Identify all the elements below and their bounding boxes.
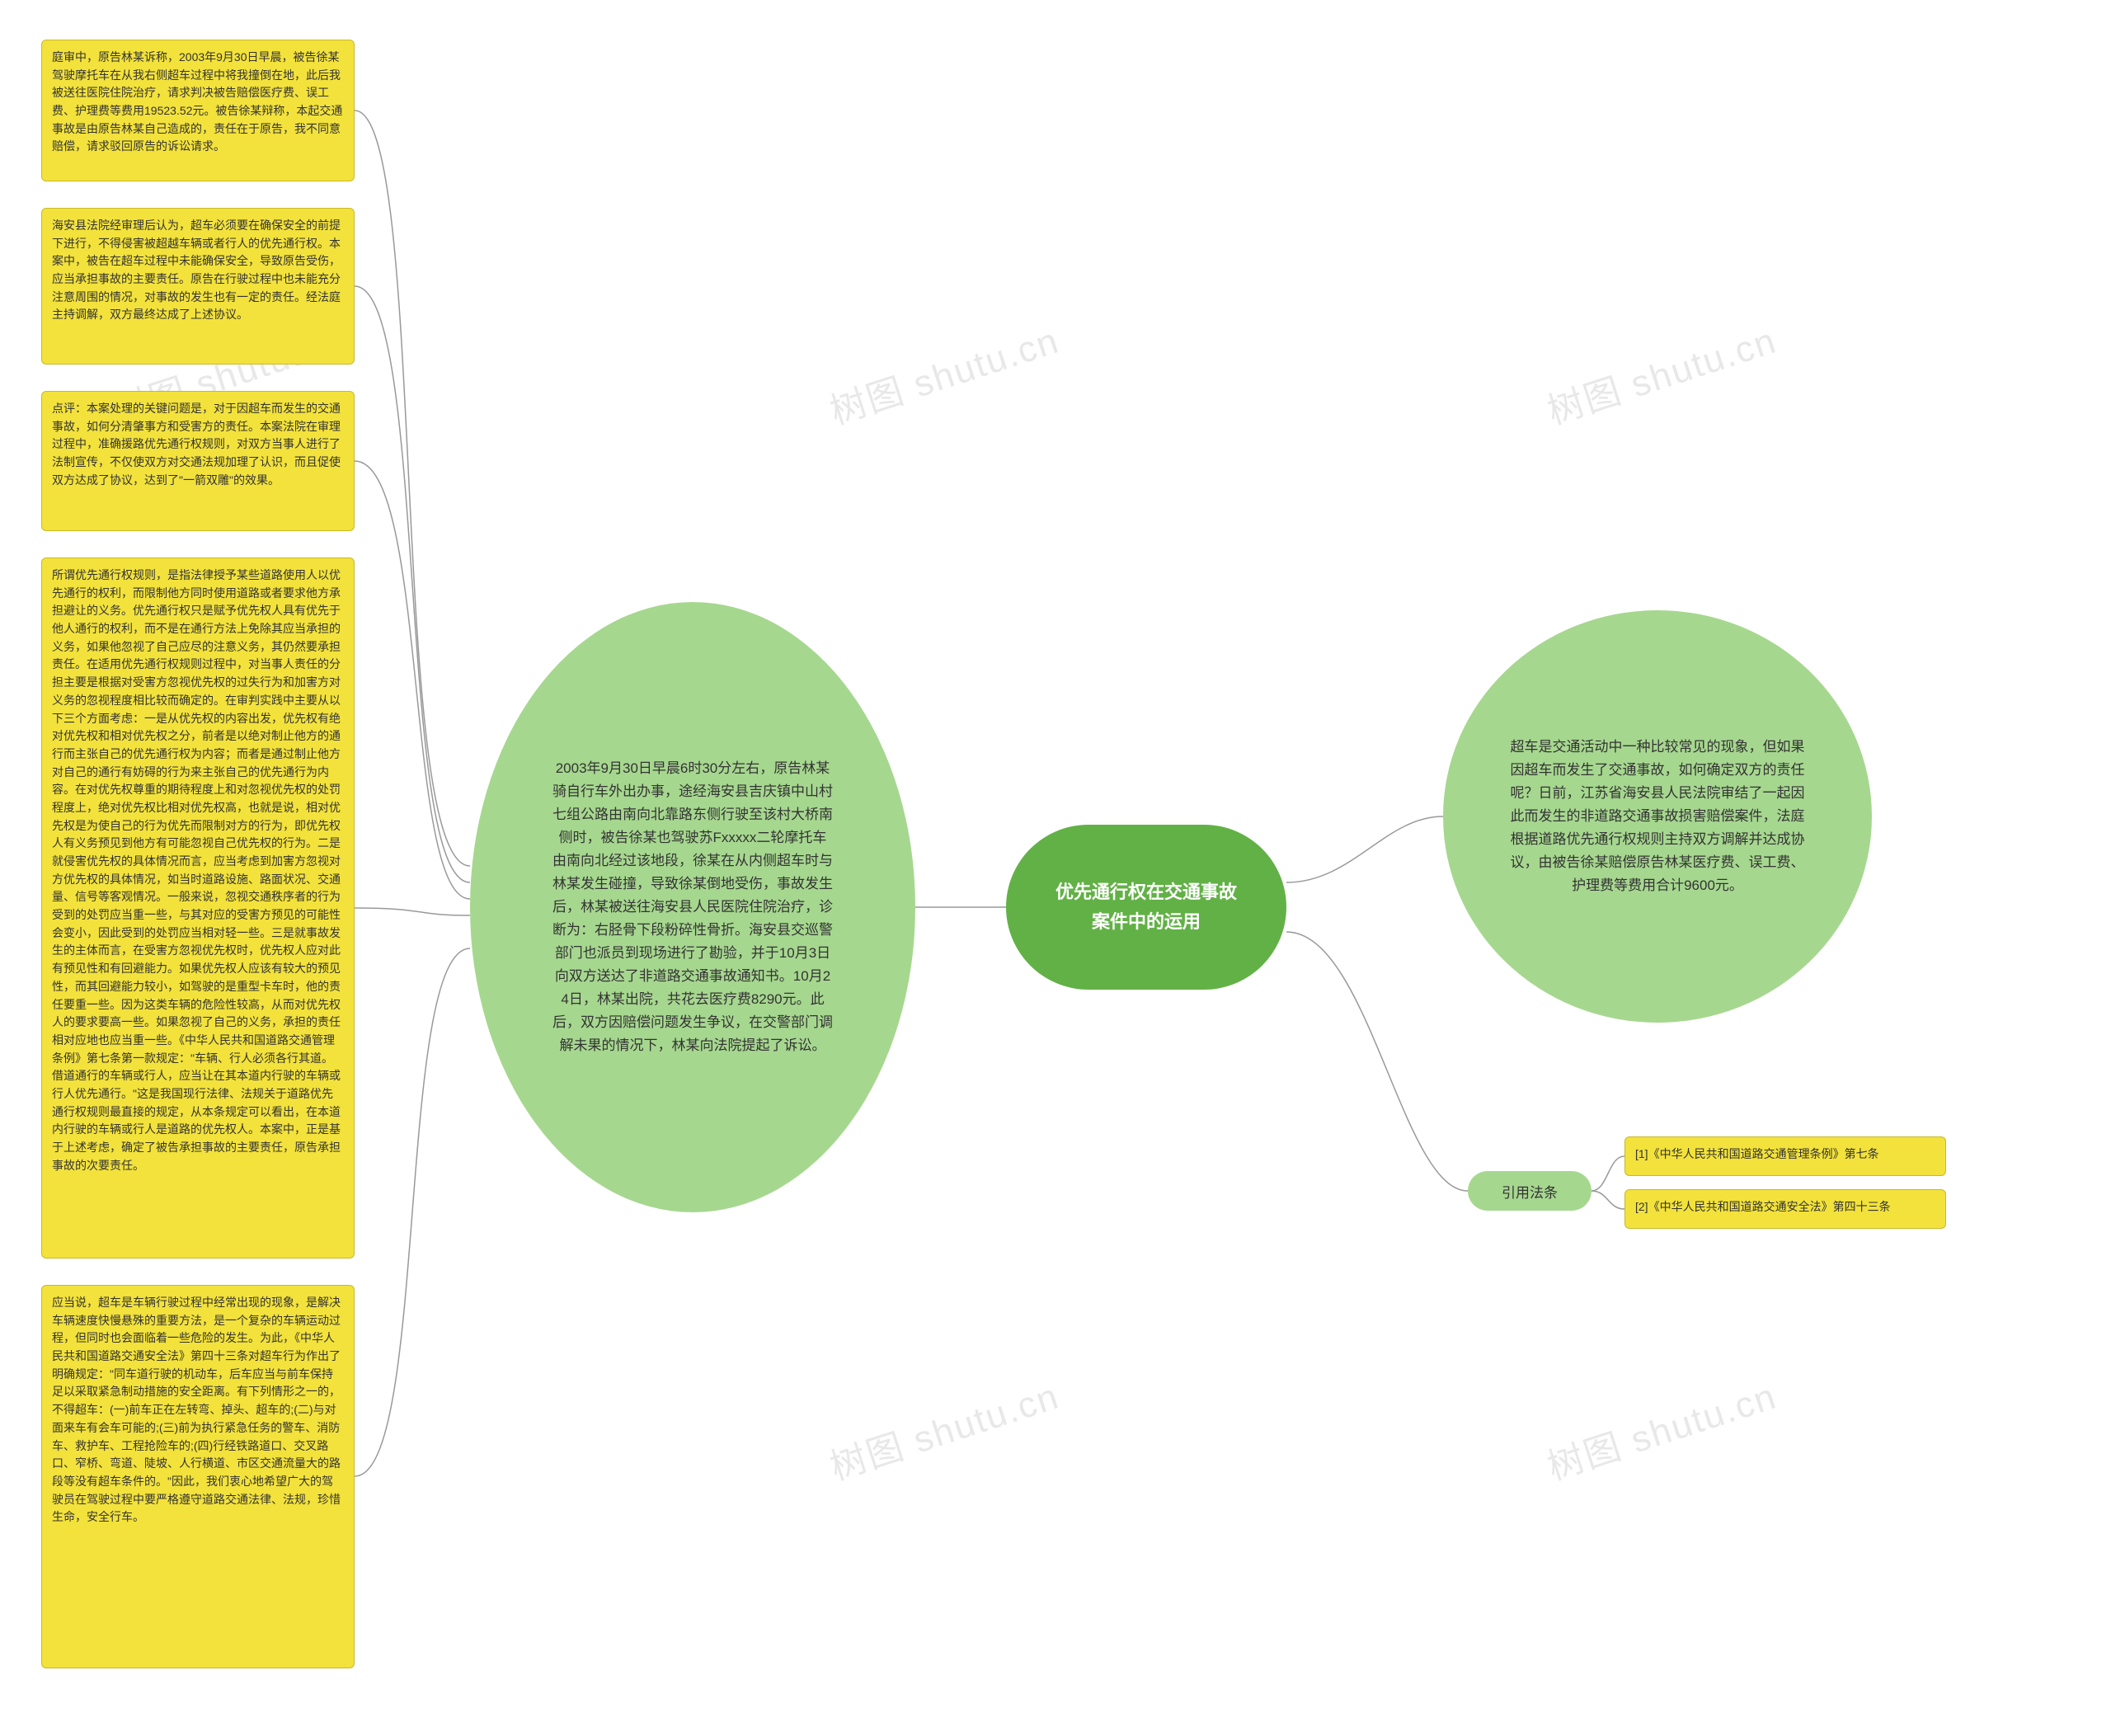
watermark: 树图 shutu.cn xyxy=(822,311,1065,435)
connector xyxy=(355,908,470,915)
cite-pill[interactable]: 引用法条 xyxy=(1468,1171,1591,1211)
leaf-l4[interactable]: 所谓优先通行权规则，是指法律授予某些道路使用人以优先通行的权利，而限制他方同时使… xyxy=(41,557,355,1258)
watermark: 树图 shutu.cn xyxy=(1540,311,1782,435)
connector xyxy=(355,461,470,899)
branch-left-main[interactable]: 2003年9月30日早晨6时30分左右，原告林某骑自行车外出办事，途经海安县吉庆… xyxy=(470,602,915,1212)
leaf-l1[interactable]: 庭审中，原告林某诉称，2003年9月30日早晨，被告徐某驾驶摩托车在从我右侧超车… xyxy=(41,40,355,181)
connector xyxy=(355,111,470,866)
leaf-cite-1[interactable]: [1]《中华人民共和国道路交通管理条例》第七条 xyxy=(1624,1136,1946,1176)
leaf-l3[interactable]: 点评：本案处理的关键问题是，对于因超车而发生的交通事故，如何分清肇事方和受害方的… xyxy=(41,391,355,531)
watermark: 树图 shutu.cn xyxy=(822,1367,1065,1490)
watermark: 树图 shutu.cn xyxy=(1540,1367,1782,1490)
cite-pill-label: 引用法条 xyxy=(1502,1181,1558,1202)
center-title: 优先通行权在交通事故案件中的运用 xyxy=(1056,877,1237,938)
connector xyxy=(355,948,470,1476)
branch-left-text: 2003年9月30日早晨6时30分左右，原告林某骑自行车外出办事，途经海安县吉庆… xyxy=(552,757,833,1058)
connector xyxy=(1286,932,1468,1191)
connector xyxy=(1591,1191,1624,1209)
center-node[interactable]: 优先通行权在交通事故案件中的运用 xyxy=(1006,825,1286,990)
connector xyxy=(1591,1156,1624,1191)
leaf-l5[interactable]: 应当说，超车是车辆行驶过程中经常出现的现象，是解决车辆速度快慢悬殊的重要方法，是… xyxy=(41,1285,355,1668)
connector xyxy=(355,286,470,882)
leaf-l2[interactable]: 海安县法院经审理后认为，超车必须要在确保安全的前提下进行，不得侵害被超越车辆或者… xyxy=(41,208,355,365)
branch-right-main[interactable]: 超车是交通活动中一种比较常见的现象，但如果因超车而发生了交通事故，如何确定双方的… xyxy=(1443,610,1872,1023)
branch-right-text: 超车是交通活动中一种比较常见的现象，但如果因超车而发生了交通事故，如何确定双方的… xyxy=(1509,736,1806,897)
connector xyxy=(1286,816,1443,882)
leaf-cite-2[interactable]: [2]《中华人民共和国道路交通安全法》第四十三条 xyxy=(1624,1189,1946,1229)
